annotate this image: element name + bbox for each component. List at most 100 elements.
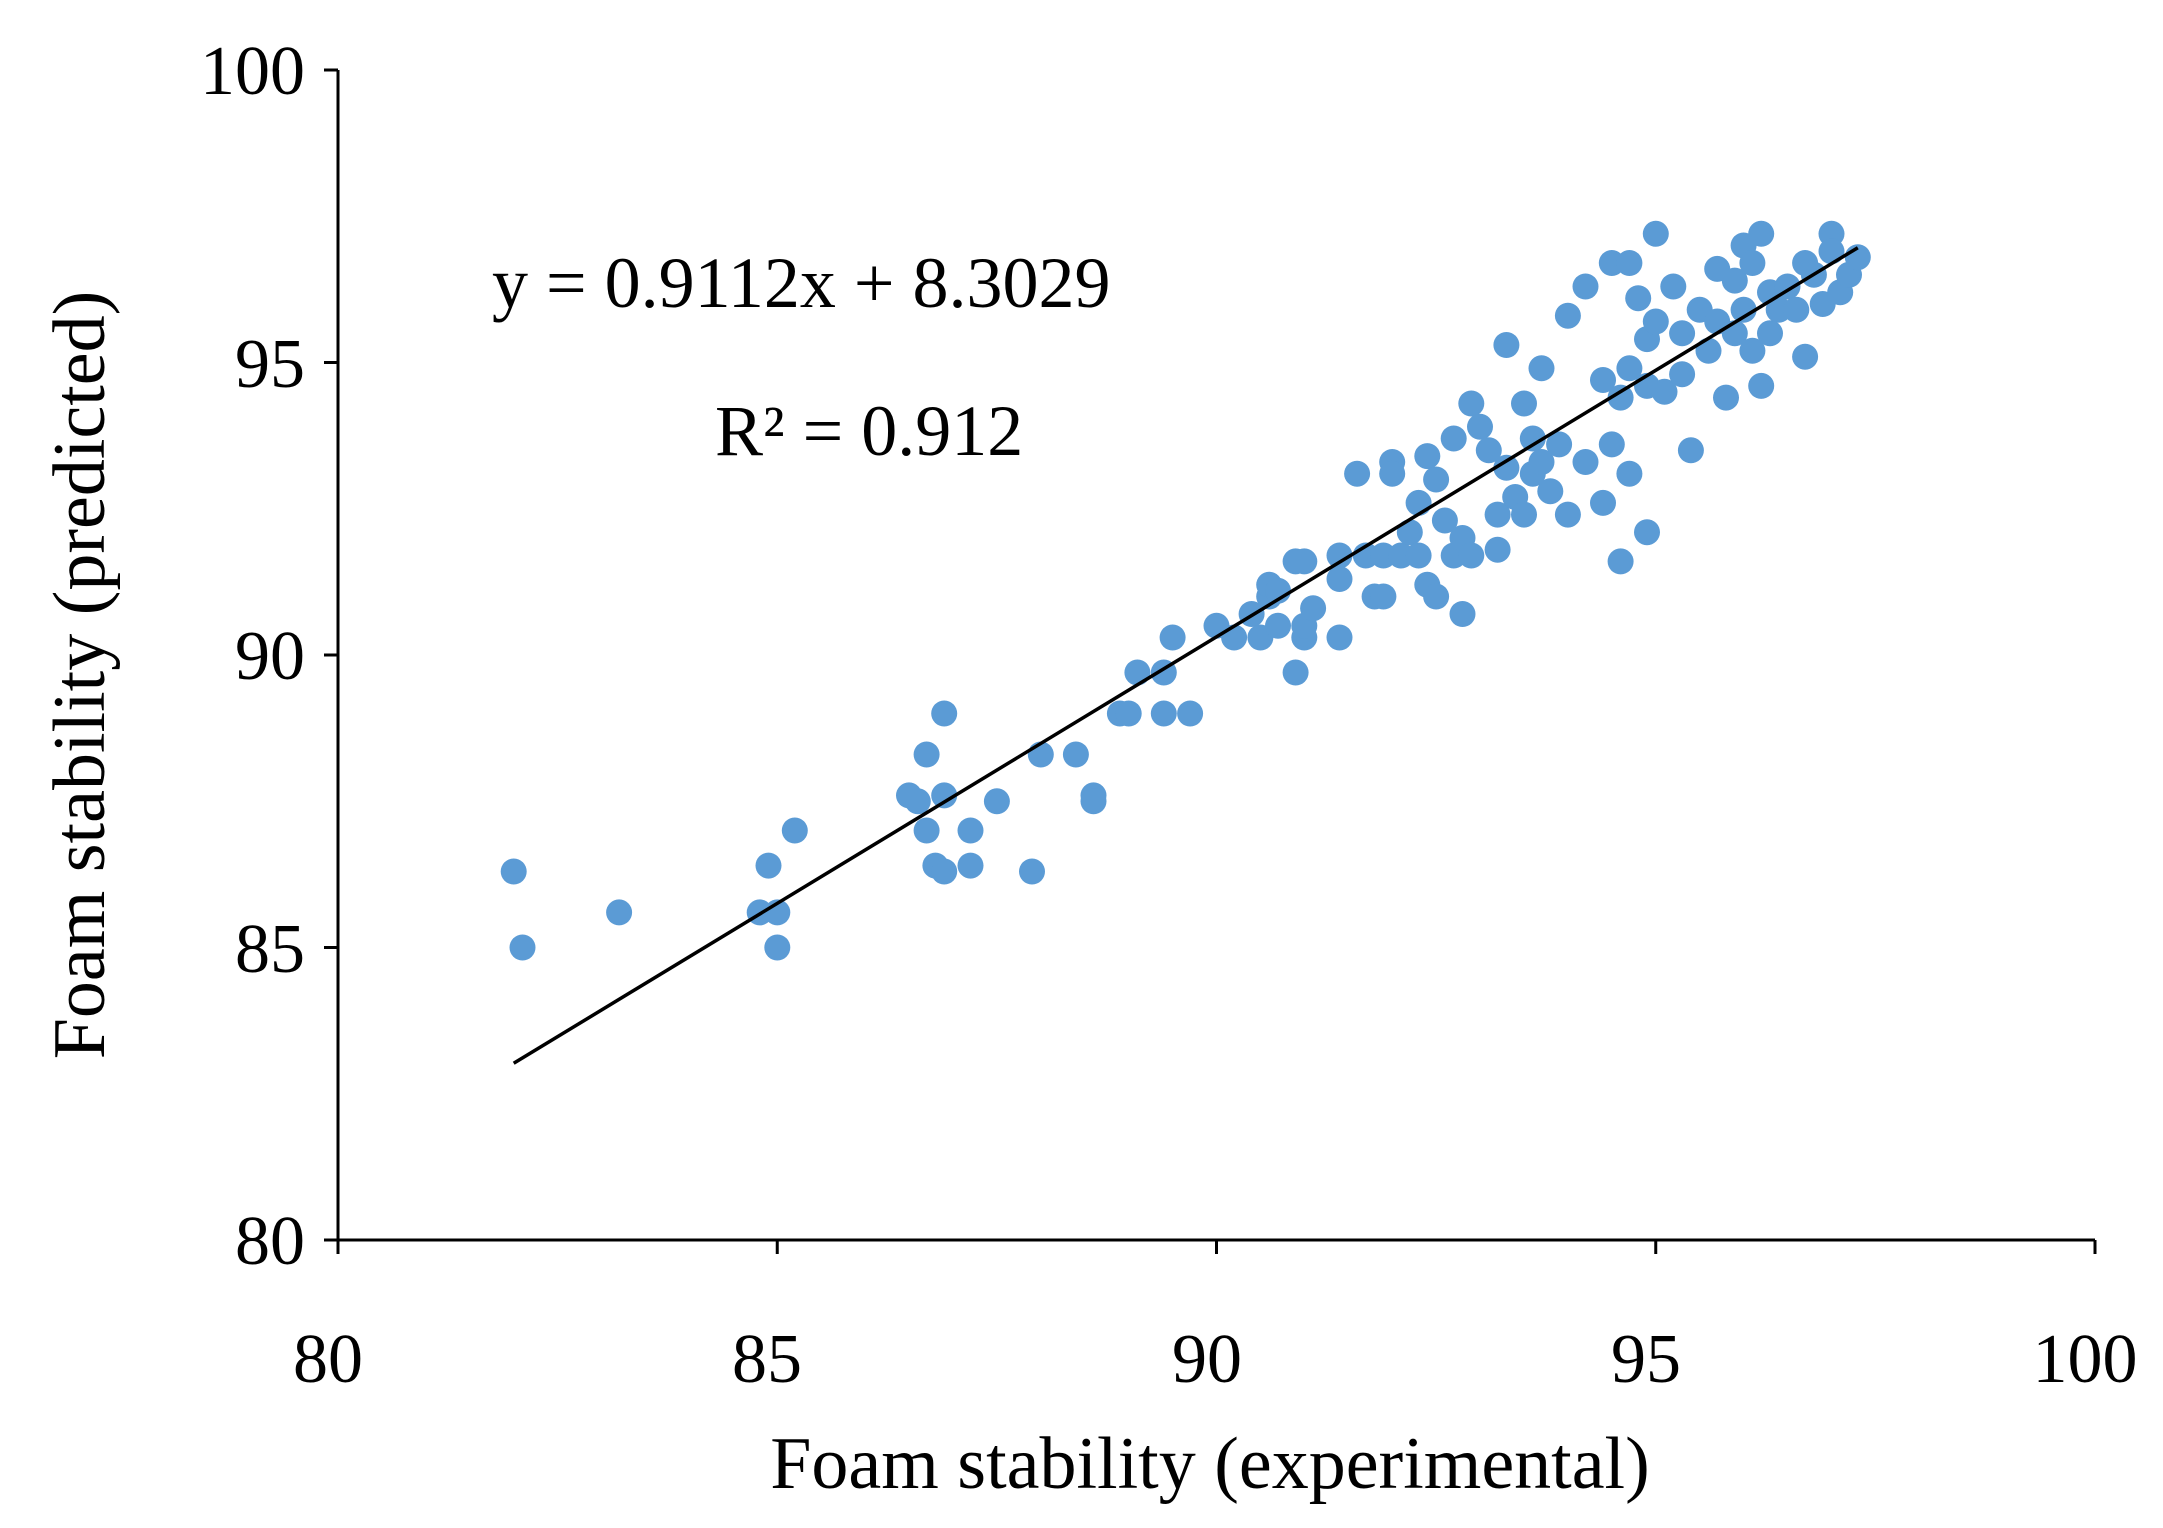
data-point-110 (1695, 337, 1722, 364)
y-tick-label-1: 85 (235, 911, 305, 988)
data-point-1 (509, 934, 536, 961)
data-point-63 (1431, 507, 1458, 534)
data-point-93 (1607, 384, 1634, 411)
data-point-81 (1528, 355, 1555, 382)
data-point-45 (1326, 566, 1353, 592)
x-tick-label-2: 90 (1172, 1321, 1242, 1398)
data-point-38 (1265, 612, 1291, 639)
x-tick-label-3: 95 (1611, 1321, 1681, 1398)
data-point-62 (1423, 466, 1450, 493)
data-point-18 (983, 788, 1010, 815)
data-point-21 (1062, 741, 1089, 768)
y-tick-label-4: 100 (200, 33, 305, 110)
data-point-14 (931, 700, 958, 727)
data-point-30 (1177, 700, 1204, 727)
data-point-105 (1660, 273, 1687, 300)
data-point-90 (1590, 489, 1616, 516)
data-point-77 (1511, 390, 1537, 417)
data-point-72 (1484, 501, 1511, 528)
data-point-16 (957, 817, 984, 844)
data-point-113 (1713, 384, 1739, 411)
y-tick-label-3: 95 (235, 326, 305, 403)
data-point-126 (1783, 296, 1810, 323)
data-point-61 (1423, 583, 1450, 610)
data-point-108 (1677, 437, 1704, 464)
data-point-95 (1616, 250, 1643, 276)
data-point-41 (1291, 548, 1318, 575)
data-point-32 (1221, 624, 1248, 651)
data-point-11 (913, 817, 940, 844)
y-tick-label-0: 80 (235, 1203, 305, 1280)
data-point-78 (1511, 501, 1537, 528)
data-point-79 (1519, 425, 1546, 452)
x-tick-label-4: 100 (2033, 1321, 2138, 1398)
data-point-102 (1642, 220, 1669, 247)
data-point-103 (1642, 308, 1669, 335)
data-point-54 (1379, 460, 1406, 487)
data-point-121 (1748, 220, 1775, 247)
data-point-48 (1344, 460, 1371, 487)
data-point-88 (1572, 449, 1599, 475)
data-point-69 (1458, 542, 1485, 569)
data-point-17 (957, 852, 984, 879)
data-point-26 (1124, 659, 1151, 686)
data-point-104 (1651, 378, 1678, 405)
data-point-87 (1572, 273, 1599, 300)
data-point-120 (1748, 372, 1775, 399)
data-point-64 (1440, 425, 1467, 452)
data-point-106 (1669, 320, 1696, 347)
data-point-86 (1554, 501, 1581, 528)
x-tick-label-1: 85 (732, 1321, 802, 1398)
data-point-52 (1370, 583, 1397, 610)
x-axis-title: Foam stability (experimental) (770, 1423, 1650, 1505)
data-points (500, 220, 1871, 961)
data-point-74 (1493, 332, 1520, 358)
data-point-94 (1607, 548, 1634, 575)
data-point-7 (781, 817, 808, 844)
data-point-9 (904, 788, 931, 815)
data-point-117 (1730, 296, 1757, 323)
data-point-128 (1792, 343, 1819, 370)
data-point-0 (500, 858, 527, 885)
data-point-98 (1625, 285, 1652, 312)
data-point-15 (931, 782, 958, 809)
data-point-44 (1300, 595, 1327, 622)
data-point-70 (1467, 413, 1493, 440)
data-point-10 (913, 741, 940, 768)
data-point-119 (1739, 250, 1766, 276)
data-point-13 (931, 858, 958, 885)
data-point-73 (1484, 536, 1511, 563)
data-point-89 (1590, 367, 1616, 393)
data-point-47 (1326, 542, 1353, 569)
data-point-97 (1616, 460, 1643, 487)
data-point-5 (764, 934, 791, 961)
data-point-4 (755, 852, 782, 879)
data-point-19 (1019, 858, 1045, 885)
x-tick-label-0: 80 (293, 1321, 363, 1398)
y-axis-title: Foam stability (predicted) (39, 291, 121, 1060)
data-point-58 (1405, 542, 1432, 569)
trendline-equation: y = 0.9112x + 8.3029 (492, 243, 1111, 323)
data-point-82 (1528, 449, 1555, 475)
data-point-114 (1721, 267, 1748, 294)
axis-ticks (324, 68, 2097, 1254)
data-point-107 (1669, 361, 1696, 388)
r-squared-label: R² = 0.912 (715, 391, 1023, 471)
data-point-101 (1634, 519, 1660, 546)
data-point-25 (1115, 700, 1142, 727)
data-point-39 (1282, 659, 1309, 686)
data-point-28 (1150, 700, 1177, 727)
data-point-67 (1449, 601, 1476, 627)
y-tick-label-2: 90 (235, 618, 305, 695)
data-point-59 (1414, 443, 1441, 470)
data-point-132 (1818, 238, 1845, 265)
data-point-85 (1554, 302, 1581, 329)
data-point-84 (1546, 431, 1573, 458)
data-point-2 (606, 899, 633, 926)
data-point-23 (1080, 788, 1107, 815)
data-point-29 (1159, 624, 1186, 651)
data-point-96 (1616, 355, 1643, 382)
data-point-118 (1739, 337, 1766, 364)
data-point-57 (1405, 489, 1432, 516)
